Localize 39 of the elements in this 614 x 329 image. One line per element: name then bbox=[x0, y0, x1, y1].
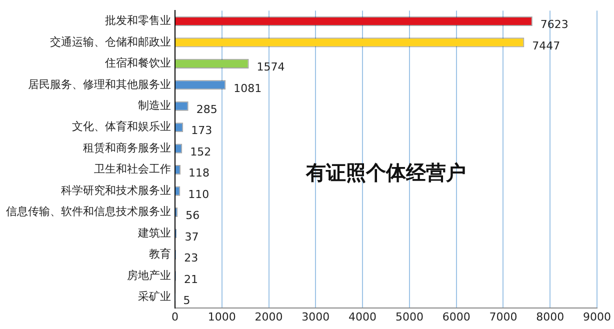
y-tick-label: 科学研究和技术服务业 bbox=[61, 184, 171, 197]
y-tick-label: 居民服务、修理和其他服务业 bbox=[28, 78, 171, 91]
data-label: 56 bbox=[186, 209, 200, 222]
x-tick-label: 6000 bbox=[442, 310, 470, 324]
data-label: 37 bbox=[184, 230, 199, 244]
y-tick-label: 交通运输、仓储和邮政业 bbox=[50, 35, 171, 48]
x-tick-label: 1000 bbox=[208, 310, 236, 324]
x-tick-label: 2000 bbox=[254, 310, 283, 324]
x-tick-label: 5000 bbox=[395, 310, 424, 324]
x-tick-label: 0 bbox=[172, 310, 178, 324]
y-tick-label: 建筑业 bbox=[137, 226, 171, 240]
data-label: 173 bbox=[191, 124, 212, 138]
data-label: 118 bbox=[188, 166, 210, 180]
y-tick-label: 教育 bbox=[149, 248, 171, 261]
data-label: 7623 bbox=[540, 18, 568, 32]
x-tick-label: 8000 bbox=[536, 310, 564, 324]
y-tick-label: 卫生和社会工作 bbox=[94, 162, 171, 176]
data-label: 5 bbox=[183, 294, 190, 308]
data-label: 110 bbox=[188, 188, 210, 201]
data-label: 23 bbox=[184, 252, 198, 265]
x-tick-label: 7000 bbox=[489, 310, 518, 324]
data-label: 1081 bbox=[234, 82, 262, 95]
data-label: 152 bbox=[190, 145, 212, 158]
x-tick-label: 9000 bbox=[583, 310, 612, 324]
y-tick-label: 采矿业 bbox=[138, 290, 171, 304]
y-tick-label: 信息传输、软件和信息技术服务业 bbox=[6, 205, 171, 218]
x-tick-label: 4000 bbox=[348, 310, 377, 324]
data-label: 1574 bbox=[256, 60, 285, 74]
y-tick-label: 租赁和商务服务业 bbox=[83, 141, 171, 154]
y-tick-label: 制造业 bbox=[138, 98, 171, 112]
y-tick-label: 批发和零售业 bbox=[105, 14, 171, 28]
y-tick-label: 文化、体育和娱乐业 bbox=[72, 120, 171, 134]
data-label: 285 bbox=[196, 102, 218, 116]
y-tick-label: 住宿和餐饮业 bbox=[105, 56, 171, 70]
data-label: 21 bbox=[184, 272, 198, 286]
y-tick-label: 房地产业 bbox=[127, 268, 171, 282]
data-label: 7447 bbox=[532, 39, 560, 52]
annotation: 有证照个体经营户 bbox=[305, 160, 466, 184]
x-tick-label: 3000 bbox=[302, 310, 330, 324]
